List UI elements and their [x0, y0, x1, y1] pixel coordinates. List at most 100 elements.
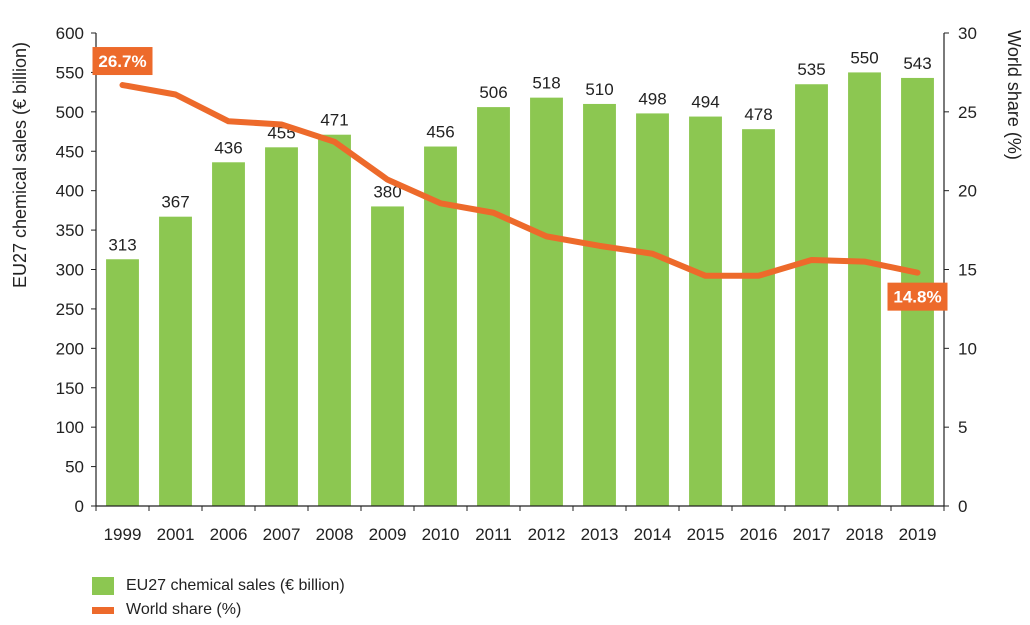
bar-label-2016: 478: [744, 105, 772, 124]
x-tick-label-2008: 2008: [316, 525, 354, 544]
bar-2011: [477, 107, 510, 506]
legend-item-share: World share (%): [92, 598, 345, 622]
world-share-point-2012: [546, 235, 547, 237]
bar-2013: [583, 103, 616, 506]
left-tick-label: 50: [65, 458, 84, 477]
bar-label-2010: 456: [426, 123, 454, 142]
line-series: [119, 82, 921, 279]
x-tick-label-2019: 2019: [899, 525, 937, 544]
left-tick-label: 400: [56, 182, 84, 201]
world-share-point-2014: [652, 253, 653, 255]
bar-label-2011: 506: [479, 83, 507, 102]
right-tick-label: 0: [958, 497, 967, 516]
left-axis-title: EU27 chemical sales (€ billion): [10, 42, 30, 288]
x-tick-label-2007: 2007: [263, 525, 301, 544]
left-tick-label: 200: [56, 339, 84, 358]
x-tick-label-2006: 2006: [210, 525, 248, 544]
right-tick-label: 15: [958, 261, 977, 280]
callout-box-2019: [887, 282, 948, 311]
x-tick-label-2017: 2017: [793, 525, 831, 544]
bar-2015: [689, 116, 722, 507]
bar-label-2019: 543: [903, 54, 931, 73]
x-tick-label-2016: 2016: [740, 525, 778, 544]
world-share-point-2018: [864, 261, 865, 263]
bar-series: [106, 72, 934, 507]
legend-label-share: World share (%): [126, 601, 242, 618]
right-tick-label: 30: [958, 24, 977, 43]
x-tick-label-2012: 2012: [528, 525, 566, 544]
x-tick-label-2013: 2013: [581, 525, 619, 544]
bar-1999: [106, 259, 139, 506]
right-tick-label: 25: [958, 103, 977, 122]
right-tick-label: 20: [958, 182, 977, 201]
bar-2018: [848, 72, 881, 507]
left-tick-label: 500: [56, 103, 84, 122]
x-tick-label-2001: 2001: [157, 525, 195, 544]
left-tick-label: 600: [56, 24, 84, 43]
legend: EU27 chemical sales (€ billion) World sh…: [92, 574, 345, 622]
right-tick-label: 10: [958, 339, 977, 358]
left-tick-label: 250: [56, 300, 84, 319]
world-share-point-2013: [599, 245, 600, 247]
world-share-line: [119, 82, 921, 279]
x-axis: 1999 2001 2006 2007 2008 2009 2010 2011 2012 2013…: [95, 505, 945, 544]
bar-2009: [371, 206, 404, 506]
left-tick-label: 100: [56, 418, 84, 437]
bar-label-2008: 471: [320, 111, 348, 130]
legend-label-sales: EU27 chemical sales (€ billion): [126, 577, 345, 594]
left-tick-label: 350: [56, 221, 84, 240]
left-tick-label: 150: [56, 379, 84, 398]
bar-label-2006: 436: [214, 138, 242, 157]
bar-2017: [795, 84, 828, 506]
callout-box-1999: [92, 47, 153, 76]
world-share-point-1999: [122, 84, 123, 86]
legend-item-sales: EU27 chemical sales (€ billion): [92, 574, 345, 598]
x-tick-label-2011: 2011: [475, 525, 512, 544]
world-share-point-2008: [334, 141, 335, 143]
bar-label-1999: 313: [108, 235, 136, 254]
left-tick-label: 550: [56, 63, 84, 82]
legend-swatch-share: [92, 606, 114, 614]
world-share-point-2007: [281, 123, 282, 125]
x-tick-label-1999: 1999: [104, 525, 142, 544]
x-tick-label-2009: 2009: [369, 525, 407, 544]
world-share-point-2010: [440, 202, 441, 204]
bar-2012: [530, 97, 563, 506]
bar-2008: [318, 134, 351, 506]
callout-label-2019: 14.8%: [893, 288, 941, 307]
bar-2007: [265, 147, 298, 506]
world-share-point-2001: [175, 93, 176, 95]
x-tick-label-2014: 2014: [634, 525, 672, 544]
world-share-point-2009: [387, 179, 388, 181]
left-tick-label: 0: [75, 497, 84, 516]
right-tick-label: 5: [958, 418, 967, 437]
bar-2014: [636, 113, 669, 506]
legend-swatch-sales: [92, 577, 114, 595]
bar-2006: [212, 162, 245, 506]
x-tick-label-2018: 2018: [846, 525, 884, 544]
world-share-point-2006: [228, 120, 229, 122]
world-share-point-2015: [705, 275, 706, 277]
left-tick-label: 300: [56, 261, 84, 280]
bar-2001: [159, 216, 192, 506]
world-share-point-2019: [917, 272, 918, 274]
bar-label-2015: 494: [691, 93, 719, 112]
left-axis: 0 50 100 150 200 250 300 350 400 450 500 550 600: [56, 24, 97, 516]
bar-label-2018: 550: [850, 48, 878, 67]
bar-label-2014: 498: [638, 89, 666, 108]
callout-label-1999: 26.7%: [98, 52, 146, 71]
x-tick-label-2015: 2015: [687, 525, 725, 544]
bar-label-2017: 535: [797, 60, 825, 79]
bar-label-2001: 367: [161, 193, 189, 212]
world-share-point-2016: [758, 275, 759, 277]
world-share-point-2017: [811, 259, 812, 261]
right-axis: 0 5 10 15 20 25 30: [943, 24, 977, 516]
left-tick-label: 450: [56, 142, 84, 161]
world-share-point-2011: [493, 212, 494, 214]
bar-label-2013: 510: [585, 80, 613, 99]
callouts: 26.7% 14.8%: [92, 47, 948, 311]
right-axis-title: World share (%): [1004, 30, 1024, 160]
bar-label-2012: 518: [532, 74, 560, 93]
